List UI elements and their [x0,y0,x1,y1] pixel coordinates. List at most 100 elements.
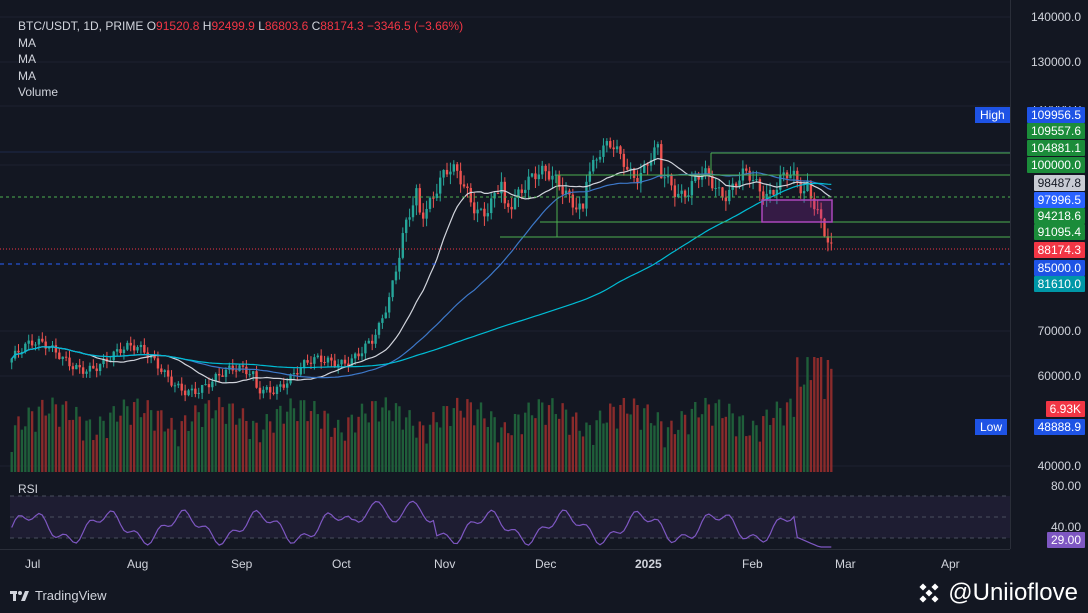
volume-bar [299,400,302,472]
low-value: 86803.6 [264,19,309,33]
volume-bar [830,368,833,472]
candle-body [653,147,656,161]
volume-bar [673,434,677,472]
candle-body [384,312,387,319]
volume-bar [58,426,61,472]
candle-body [496,193,500,195]
rsi-title[interactable]: RSI [18,482,39,496]
candle-body [632,168,636,178]
price-chart[interactable]: BTC/USDT, 1D, PRIME O91520.8 H92499.9 L8… [0,0,1010,475]
symbol-label[interactable]: BTC/USDT, 1D, PRIME [18,19,144,33]
candle-body [677,193,680,198]
time-label: Apr [941,557,960,571]
volume-bar [326,413,330,472]
volume-bar [126,406,129,472]
candle-body [554,174,558,176]
candle-body [194,388,197,394]
volume-bar [262,429,265,472]
legend-ma-1[interactable]: MA [18,35,36,50]
candle-body [612,147,615,150]
candle-body [228,365,231,370]
volume-bar [109,412,112,472]
close-value: 88174.3 [320,19,364,33]
price-tick: 60000.0 [1037,369,1081,383]
candle-body [197,392,200,394]
volume-bar [813,357,816,472]
volume-bar [139,417,143,472]
tradingview-logo[interactable]: TradingView [10,588,107,603]
price-axis[interactable]: 140000.0 130000.0 120000.0 70000.0 60000… [1010,0,1088,549]
volume-bar [17,416,20,472]
watermark-text: @Uniioflove [948,579,1078,606]
candle-body [772,189,775,195]
footer-bar: TradingView @Uniioflove [0,579,1088,613]
volume-bar [711,425,714,472]
volume-bar [211,418,214,472]
volume-bar [391,421,394,472]
legend-volume[interactable]: Volume [18,85,59,100]
rsi-canvas[interactable] [0,477,1010,549]
volume-bar [717,399,721,472]
candle-body [37,338,41,345]
volume-bar [585,422,588,472]
volume-bar [272,432,275,472]
candle-body [102,358,105,365]
candle-body [58,352,61,360]
volume-bar [251,420,255,472]
volume-bar [802,384,806,472]
volume-bar [149,410,153,472]
volume-bar [629,414,632,472]
volume-bar [13,425,17,472]
candle-body [486,213,490,217]
volume-bar [88,419,92,472]
candle-body [680,190,683,194]
volume-badge: 6.93K [1045,401,1085,417]
volume-bar [768,424,772,472]
volume-bar [476,409,479,472]
volume-bar [85,420,88,472]
level-badge: 85000.0 [1033,260,1085,276]
legend-ma-2[interactable]: MA [18,52,36,67]
candle-body [646,164,649,166]
time-label: Nov [434,557,456,571]
time-axis[interactable]: Jul Aug Sep Oct Nov Dec 2025 Feb Mar Apr [0,549,1010,580]
candle-body [809,181,813,199]
candle-body [98,364,102,372]
volume-bar [92,440,95,472]
candle-body [30,340,34,346]
volume-bar [418,421,421,472]
candle-body [673,185,677,198]
candle-body [520,189,524,193]
volume-bar [268,421,272,472]
volume-bar [136,398,139,472]
volume-bar [102,420,105,472]
volume-bar [690,408,694,472]
volume-bar [575,412,578,472]
legend-ma-3[interactable]: MA [18,68,36,83]
candle-body [78,364,81,368]
volume-bar [323,410,326,472]
price-chart-canvas[interactable] [0,0,1010,475]
volume-bar [605,422,609,472]
volume-bar [343,440,347,472]
tradingview-icon [10,590,29,601]
volume-bar [819,357,823,472]
ma-badge: 98487.8 [1033,175,1085,191]
volume-bar [496,442,500,472]
ma-line-fast [11,157,832,384]
candle-body [405,219,408,234]
volume-bar [330,436,333,472]
candle-body [377,322,381,335]
volume-bar [279,405,282,472]
volume-bar [166,428,170,472]
volume-bar [146,400,149,472]
candle-body [819,209,823,219]
rsi-pane[interactable]: RSI [0,477,1010,549]
chart-legend: BTC/USDT, 1D, PRIME O91520.8 H92499.9 L8… [18,18,463,101]
rsi-value-badge: 29.00 [1046,532,1085,548]
volume-bar [24,426,27,472]
volume-bar [439,427,442,472]
volume-bar [377,421,381,472]
candle-body [115,349,119,352]
volume-bar [796,357,799,472]
